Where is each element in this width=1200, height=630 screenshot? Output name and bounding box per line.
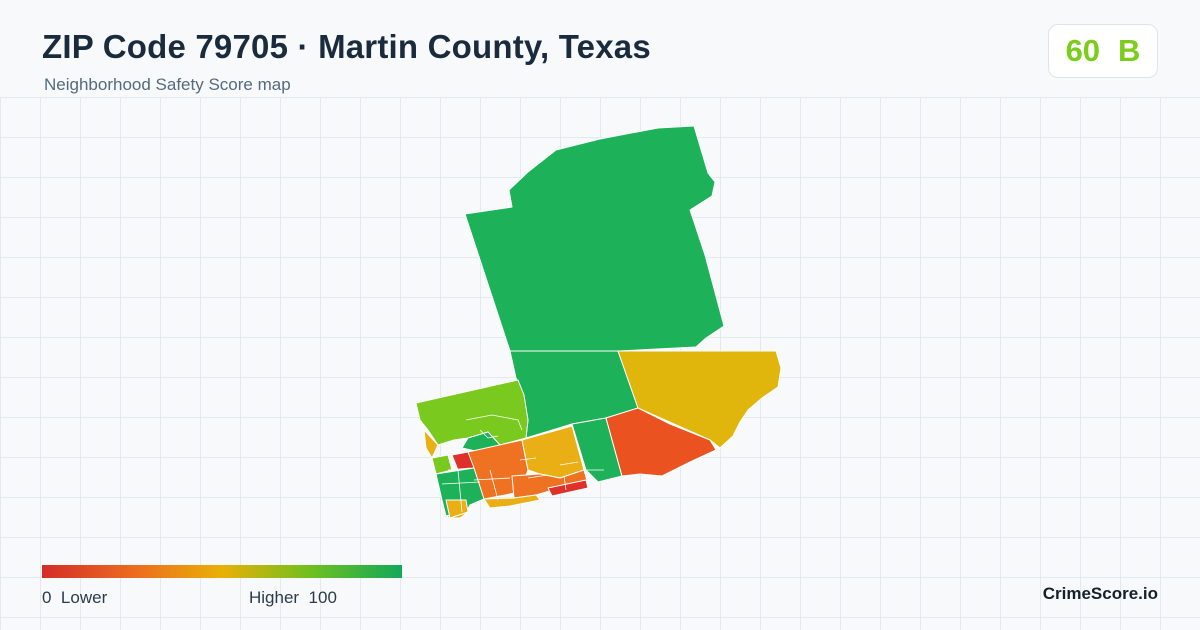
legend-max-label: Higher 100: [249, 588, 337, 608]
legend-min-value: 0: [42, 588, 52, 607]
legend-max-value: 100: [308, 588, 337, 607]
southwest-yellow-corner-2[interactable]: [445, 499, 469, 519]
southeast-region[interactable]: [605, 407, 717, 477]
brand-logo-text[interactable]: CrimeScore.io: [1042, 584, 1158, 603]
south-red-strip[interactable]: [547, 479, 589, 497]
page-title: ZIP Code 79705 · Martin County, Texas: [42, 28, 651, 65]
score-grade: B: [1118, 33, 1141, 68]
legend-min-label: 0 Lower: [42, 588, 107, 608]
west-strip-olive[interactable]: [431, 454, 453, 475]
page-subtitle: Neighborhood Safety Score map: [44, 75, 291, 94]
north-region[interactable]: [464, 125, 725, 352]
south-green-region[interactable]: [571, 417, 623, 483]
safety-score-badge: 60 B: [1048, 24, 1158, 78]
legend-color-scale: [42, 565, 402, 578]
legend-lower-label: Lower: [60, 588, 108, 607]
south-yellow-strip[interactable]: [483, 494, 541, 509]
score-value: 60: [1065, 33, 1101, 68]
west-region[interactable]: [415, 379, 529, 446]
legend-higher-label: Higher: [249, 588, 300, 607]
block-boundaries: [441, 414, 604, 513]
